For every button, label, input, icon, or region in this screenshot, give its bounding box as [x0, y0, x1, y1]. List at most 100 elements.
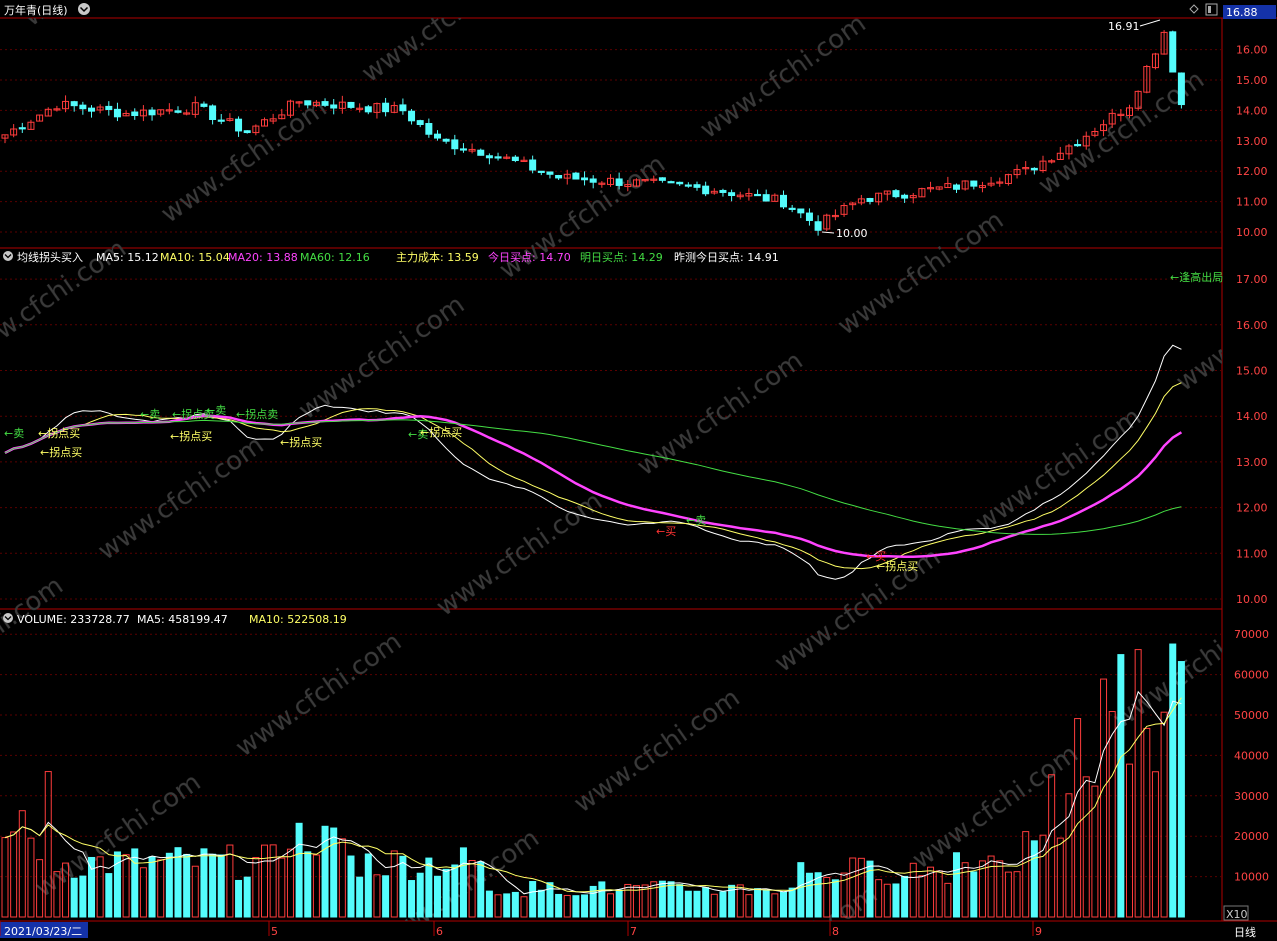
date-label: 7	[630, 925, 637, 938]
price-axis-tick: 12.00	[1236, 165, 1268, 178]
signal-annotation: ←拐点买	[420, 425, 462, 439]
price-axis-tick: 13.00	[1236, 135, 1268, 148]
volume-bar	[1048, 774, 1056, 918]
signal-annotation: ←拐点买	[40, 445, 82, 459]
volume-bar	[520, 896, 528, 918]
candle-body	[382, 102, 390, 113]
volume-bar	[866, 860, 874, 918]
candle-body	[18, 127, 26, 130]
volume-bars	[1, 643, 1185, 918]
volume-dropdown-icon[interactable]	[3, 613, 13, 623]
candle-body	[1117, 113, 1125, 116]
volume-bar	[1134, 649, 1142, 918]
candle-body	[736, 194, 744, 198]
volume-bar	[650, 881, 658, 918]
candle-body	[105, 105, 113, 110]
date-label: 9	[1035, 925, 1042, 938]
high-label-arrow	[1139, 19, 1161, 27]
volume-bar	[788, 887, 796, 918]
volume-bar	[598, 881, 606, 918]
window-toggle-icon[interactable]	[1205, 3, 1218, 16]
volume-bar	[235, 879, 243, 918]
x-scale-box[interactable]	[1223, 905, 1249, 921]
volume-bar	[840, 872, 848, 918]
volume-bar	[330, 827, 338, 918]
volume-bar	[494, 894, 502, 918]
volume-axis-tick: 30000	[1234, 790, 1269, 803]
volume-axis-tick: 60000	[1234, 669, 1269, 682]
volume-bar	[477, 861, 485, 918]
volume-bar	[1074, 718, 1082, 918]
candle-body	[1143, 66, 1151, 93]
volume-bar	[797, 862, 805, 918]
candle-body	[935, 186, 943, 190]
candle-body	[762, 194, 770, 202]
volume-bar	[537, 889, 545, 918]
volume-bar	[278, 857, 286, 918]
candle-body	[1004, 174, 1012, 184]
volume-bar	[581, 894, 589, 918]
candle-body	[503, 156, 511, 159]
volume-bar	[1082, 776, 1090, 918]
candle-body	[165, 109, 173, 112]
volume-bar	[1065, 793, 1073, 918]
candle-body	[831, 214, 839, 218]
indicator-axis-tick: 16.00	[1236, 319, 1268, 332]
volume-bar	[1030, 840, 1038, 918]
volume-bar	[1151, 771, 1159, 918]
candle-body	[607, 177, 614, 185]
candle-body	[849, 202, 857, 206]
candle-body	[615, 178, 623, 186]
candle-body	[970, 180, 978, 187]
signal-annotation: ←拐点买	[280, 435, 322, 449]
candle-body	[684, 184, 692, 187]
indicator-dropdown-icon[interactable]	[3, 251, 13, 261]
volume-bar	[996, 860, 1004, 918]
price-axis-tick: 15.00	[1236, 74, 1268, 87]
volume-bar	[970, 871, 978, 918]
candle-body	[209, 105, 217, 121]
volume-bar	[529, 881, 537, 918]
window-title: 万年青(日线)	[4, 3, 68, 17]
volume-bar	[295, 822, 303, 918]
candle-body	[70, 101, 78, 107]
candle-body	[390, 105, 398, 113]
candle-body	[451, 139, 459, 150]
candle-body	[459, 148, 467, 151]
volume-bar	[191, 865, 199, 918]
indicator-name[interactable]: 均线拐头买入	[17, 250, 83, 264]
volume-bar	[831, 879, 839, 918]
volume-legend-item: MA10: 522508.19	[249, 613, 347, 626]
candle-body	[529, 159, 537, 171]
diamond-icon[interactable]	[1189, 4, 1199, 14]
candle-body	[944, 183, 952, 189]
volume-bar	[1091, 785, 1099, 918]
volume-bar	[857, 857, 865, 918]
candle-body	[1126, 107, 1133, 116]
candle-body	[1048, 160, 1056, 163]
volume-bar	[953, 852, 960, 918]
signal-annotation: ←卖	[686, 514, 706, 527]
volume-bar	[978, 860, 986, 918]
volume-bar	[425, 857, 433, 918]
date-label: 5	[271, 925, 278, 938]
volume-bar	[762, 889, 770, 918]
volume-bar	[451, 864, 459, 918]
candle-body	[312, 101, 320, 107]
candle-body	[676, 181, 684, 185]
candle-body	[953, 184, 960, 190]
volume-bar	[96, 856, 104, 918]
timeframe-label[interactable]: 日线	[1234, 925, 1256, 939]
title-dropdown-icon[interactable]	[78, 3, 90, 15]
candle-body	[226, 118, 234, 121]
volume-bar	[1013, 871, 1021, 918]
volume-bar	[1056, 837, 1064, 918]
candle-body	[555, 175, 563, 179]
candle-body	[909, 195, 917, 199]
volume-bar	[304, 851, 312, 918]
x-scale-label[interactable]: X10	[1226, 908, 1248, 921]
candle-body	[927, 187, 935, 190]
candle-body	[269, 118, 277, 122]
indicator-axis-tick: 12.00	[1236, 502, 1268, 515]
volume-bar	[736, 884, 744, 918]
